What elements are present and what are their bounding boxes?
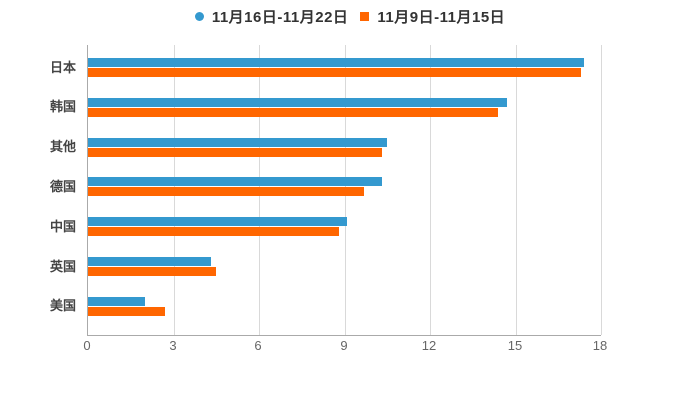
gridline-x-15 bbox=[516, 45, 517, 335]
legend-item-week2[interactable]: 11月16日-11月22日 bbox=[194, 6, 349, 27]
y-axis-category-labels: 日本韩国其他德国中国英国美国 bbox=[0, 45, 76, 335]
x-axis-tick-labels: 0 3 6 9 12 15 18 bbox=[0, 338, 700, 356]
plot-area bbox=[87, 45, 602, 336]
x-tick-label-15: 15 bbox=[507, 338, 523, 353]
category-label: 韩国 bbox=[49, 99, 76, 114]
square-marker-icon bbox=[360, 11, 370, 21]
category-label: 中国 bbox=[49, 219, 76, 234]
legend-label-week1: 11月9日-11月15日 bbox=[377, 8, 506, 26]
legend: 11月16日-11月22日 11月9日-11月15日 bbox=[0, 6, 700, 26]
category-label: 美国 bbox=[49, 298, 76, 313]
legend-item-week1[interactable]: 11月9日-11月15日 bbox=[360, 6, 505, 27]
bar-week1-韩国[interactable] bbox=[88, 108, 498, 117]
bar-week1-中国[interactable] bbox=[88, 227, 339, 236]
circle-marker-icon bbox=[194, 11, 204, 21]
bar-week2-美国[interactable] bbox=[88, 297, 145, 306]
category-label: 英国 bbox=[49, 259, 76, 274]
gridline-x-12 bbox=[430, 45, 431, 335]
category-label: 其他 bbox=[49, 139, 76, 154]
legend-label-week2: 11月16日-11月22日 bbox=[211, 8, 349, 26]
category-label: 日本 bbox=[49, 60, 76, 75]
x-tick-label-6: 6 bbox=[254, 338, 262, 353]
x-tick-label-9: 9 bbox=[340, 338, 348, 353]
bar-week2-韩国[interactable] bbox=[88, 98, 507, 107]
x-tick-label-12: 12 bbox=[421, 338, 437, 353]
bar-week2-德国[interactable] bbox=[88, 177, 382, 186]
bar-week1-美国[interactable] bbox=[88, 307, 165, 316]
bar-week1-日本[interactable] bbox=[88, 68, 581, 77]
category-label: 德国 bbox=[49, 179, 76, 194]
bar-week2-日本[interactable] bbox=[88, 58, 584, 67]
x-tick-label-18: 18 bbox=[592, 338, 608, 353]
gridline-x-18 bbox=[601, 45, 602, 335]
bar-week1-英国[interactable] bbox=[88, 267, 216, 276]
bar-week2-中国[interactable] bbox=[88, 217, 347, 226]
bar-week2-其他[interactable] bbox=[88, 138, 387, 147]
x-tick-label-3: 3 bbox=[169, 338, 177, 353]
bar-week2-英国[interactable] bbox=[88, 257, 211, 266]
bar-week1-德国[interactable] bbox=[88, 187, 364, 196]
bar-week1-其他[interactable] bbox=[88, 148, 382, 157]
x-tick-label-0: 0 bbox=[83, 338, 91, 353]
